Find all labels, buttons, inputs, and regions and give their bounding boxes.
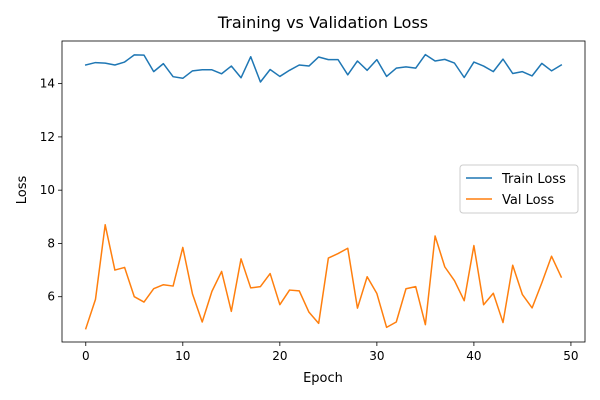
x-tick-label: 0 (82, 349, 90, 363)
y-axis-label: Loss (15, 176, 30, 205)
y-tick-label: 6 (47, 290, 55, 304)
series-line-train-loss (84, 53, 563, 83)
axes-frame (61, 40, 586, 343)
legend-box (459, 164, 579, 214)
legend-label: Val Loss (502, 193, 554, 208)
x-tick-label: 40 (466, 349, 481, 363)
legend-label: Train Loss (501, 172, 566, 187)
x-axis-label: Epoch (303, 371, 343, 386)
x-tick-label: 10 (175, 349, 190, 363)
x-tick-label: 50 (563, 349, 578, 363)
y-tick-label: 8 (47, 236, 55, 250)
y-tick-label: 10 (40, 183, 55, 197)
plot-area: 0 10 20 30 40 50 6 8 10 12 14 (40, 40, 586, 363)
chart-title: Training vs Validation Loss (217, 13, 428, 32)
y-tick-label: 14 (40, 77, 55, 91)
x-tick-label: 30 (369, 349, 384, 363)
y-tick-label: 12 (40, 130, 55, 144)
series-line-val-loss (84, 224, 563, 330)
x-tick-label: 20 (272, 349, 287, 363)
legend: Train Loss Val Loss (459, 164, 579, 214)
